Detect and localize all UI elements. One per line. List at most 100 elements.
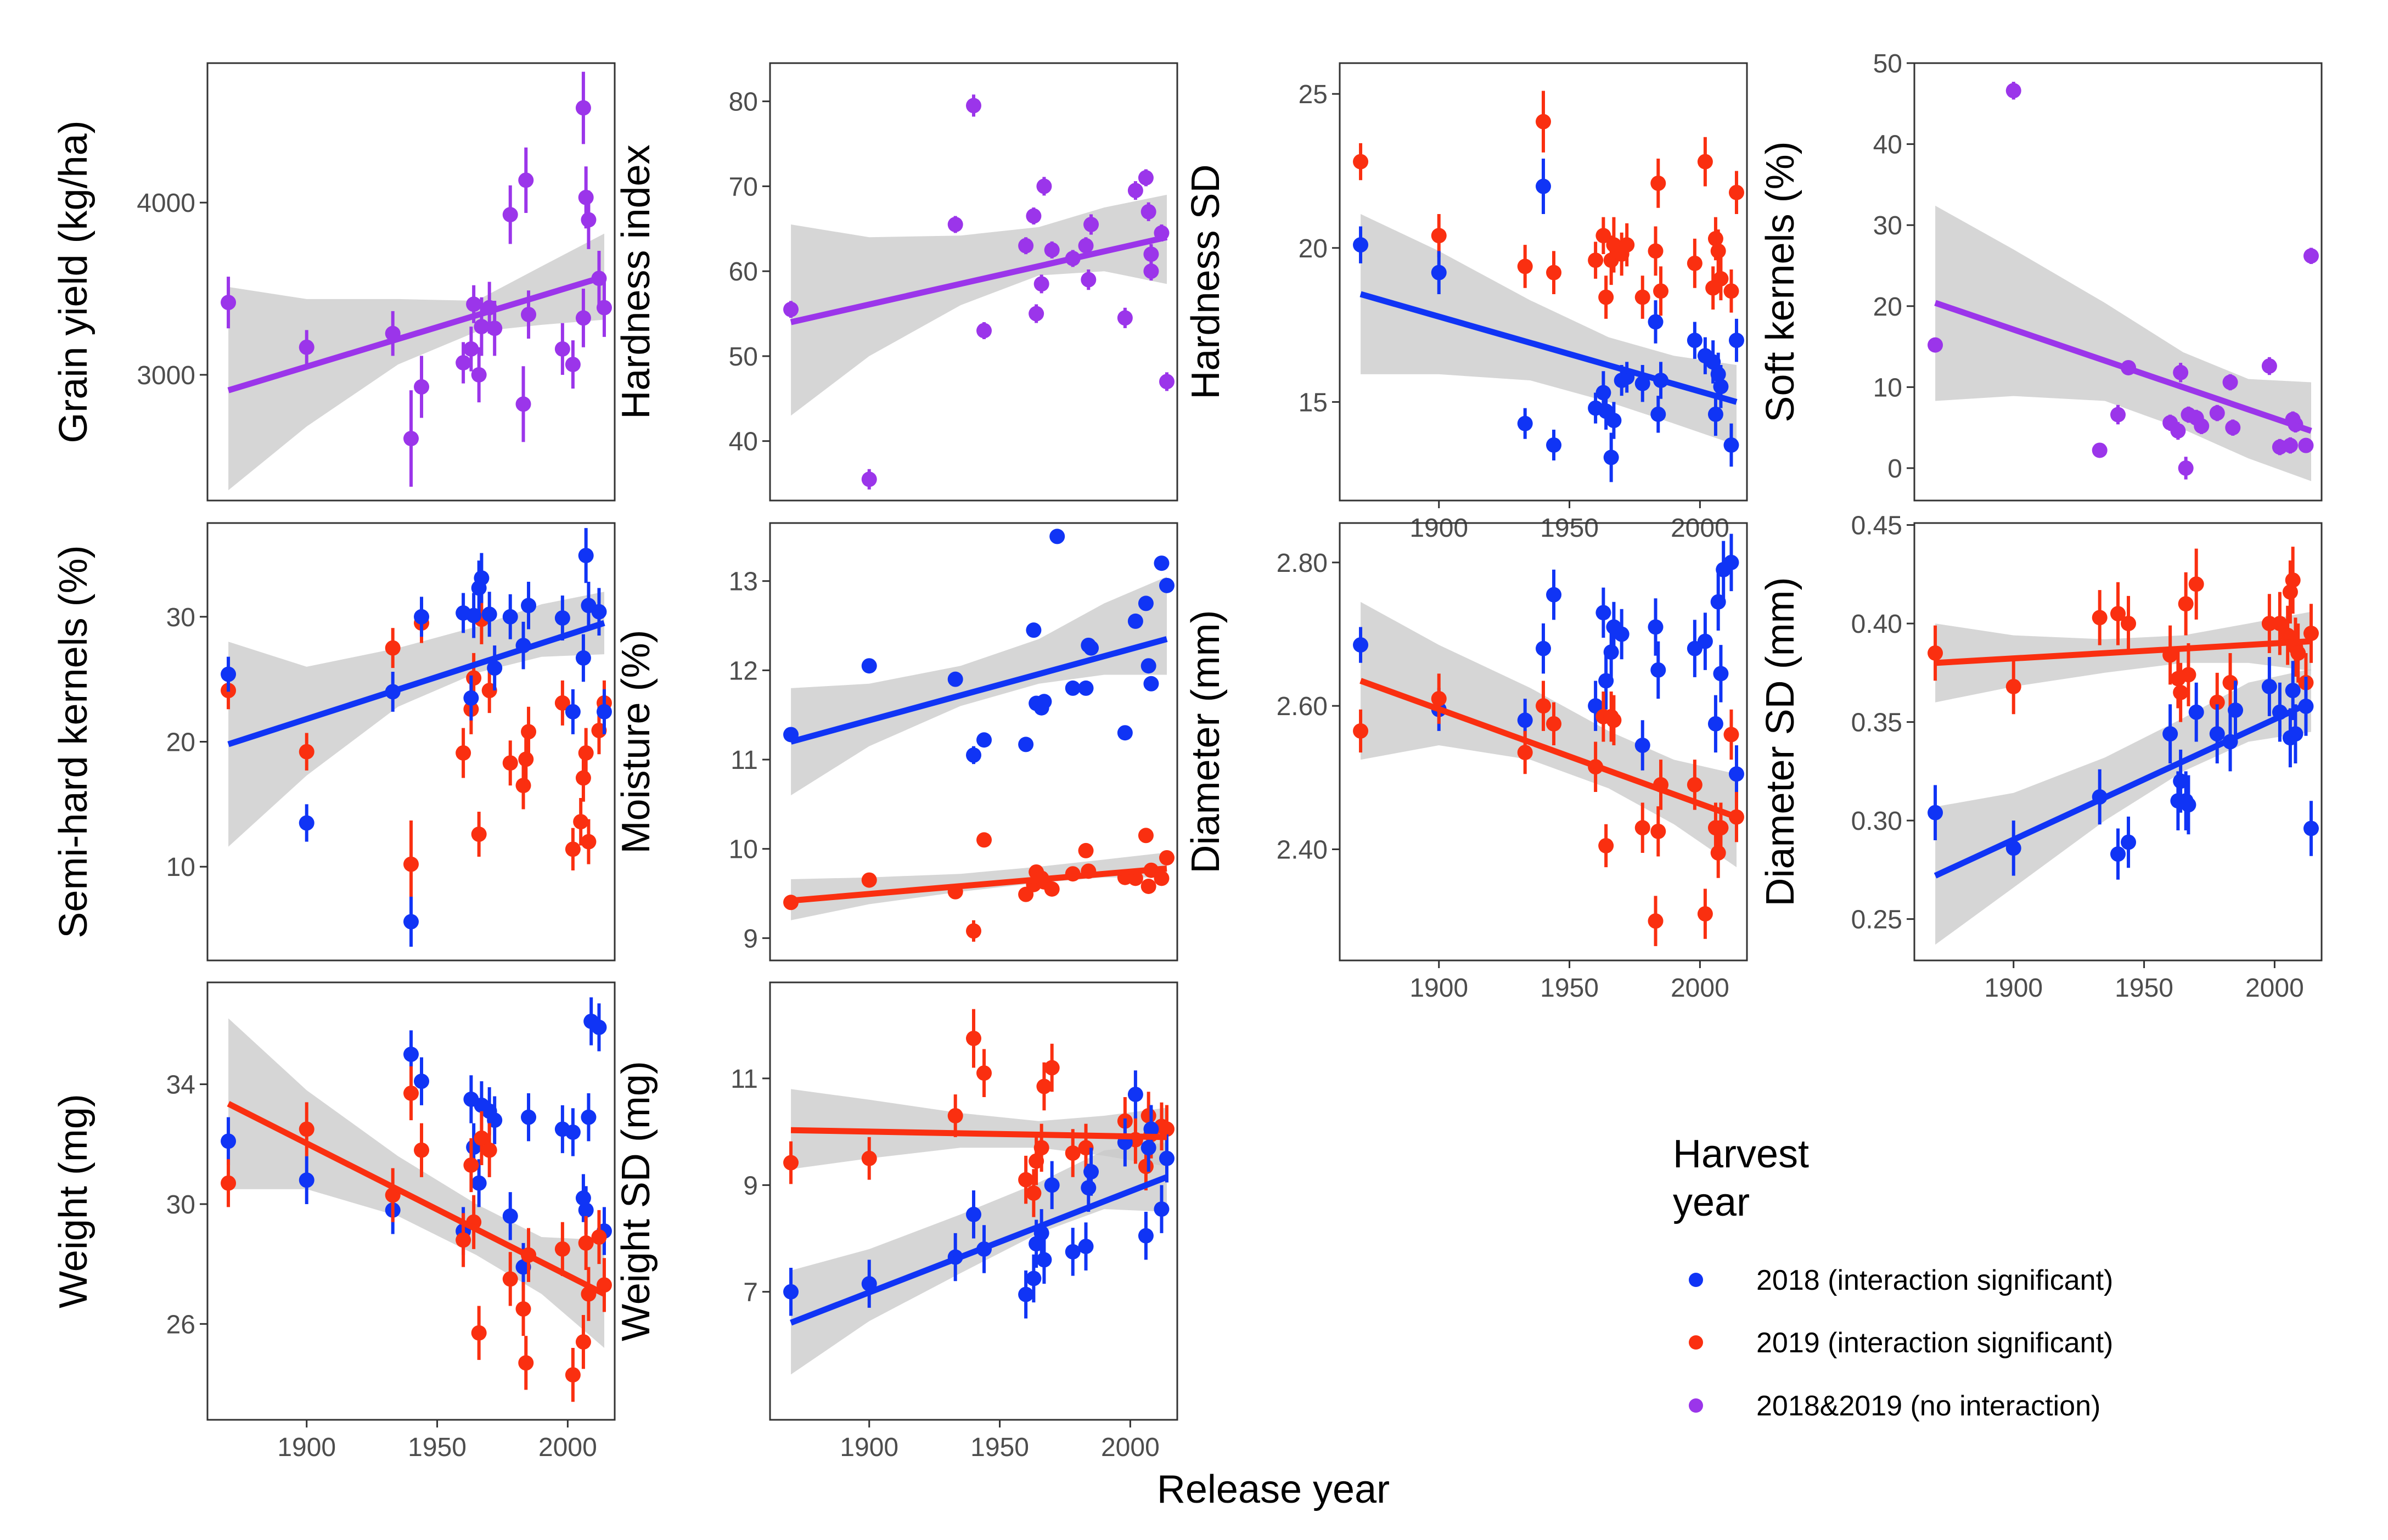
y-axis-title-semi-hard-kernels: Semi-hard kernels (%) [52,545,95,938]
data-point-both-5 [1018,238,1034,254]
x-tick-label: 1900 [1409,974,1468,1003]
data-point-y2018-20 [1723,554,1739,570]
plot-area-moisture [783,529,1175,942]
data-point-both-19 [575,310,591,326]
x-tick-label: 1950 [1540,514,1599,543]
data-point-y2018-19 [1707,406,1723,422]
data-point-both-20 [578,189,594,205]
data-point-y2019-18 [578,1235,594,1251]
data-point-y2019-17 [1697,154,1713,170]
panel-frame [1339,62,1748,502]
data-point-both-23 [596,300,612,316]
data-point-y2018-21 [596,704,612,720]
x-tick-label: 1900 [1409,514,1468,543]
panel-frame [206,981,616,1421]
panel-soft-kernels: 0 10 20 30 40 50 Soft kernels (%) [1758,49,2323,502]
trend-line-y2018 [227,620,605,747]
data-point-y2018-10 [1614,626,1630,642]
data-point-y2018-21 [591,1019,607,1035]
data-point-y2018-0 [221,1133,237,1149]
plot-area-grain-yield [221,71,612,491]
data-point-y2018-12 [1078,680,1094,696]
data-point-y2018-18 [1140,1140,1156,1156]
data-point-both-12 [2209,405,2225,421]
data-point-y2019-5 [1018,1172,1034,1188]
data-point-y2018-3 [1536,178,1551,194]
data-point-y2019-9 [1036,1078,1052,1094]
legend-swatch-2019 [1689,1335,1703,1350]
data-point-y2019-1 [1431,691,1447,707]
plot-area-diameter-sd [1928,547,2319,945]
x-tick-label: 1900 [277,1433,336,1462]
data-point-y2019-16 [1140,1108,1156,1123]
panel-frame [769,981,1178,1421]
y-tick-label: 12 [729,656,758,685]
data-point-y2018-16 [565,1124,581,1140]
data-point-both-19 [1143,246,1159,262]
data-point-y2018-0 [1928,805,1943,820]
data-point-y2019-4 [2121,616,2137,632]
data-point-y2019-18 [1713,820,1729,836]
y-tick-label: 15 [1299,388,1328,417]
data-point-y2018-20 [1154,555,1170,571]
data-point-y2019-3 [403,856,419,872]
y-tick-label: 0.40 [1851,610,1902,639]
data-point-y2019-17 [573,814,589,830]
data-point-both-5 [456,355,471,370]
confidence-band-y2019 [1361,602,1737,868]
y-tick-label: 3000 [137,361,195,390]
data-point-y2019-13 [518,1355,534,1371]
data-point-y2018-18 [1140,658,1156,674]
x-tick-label: 2000 [538,1433,597,1462]
data-point-y2018-12 [502,609,518,625]
data-point-y2018-1 [861,658,877,674]
plot-area-hardness-index [783,94,1175,490]
panel-weight: 26 30 34 1900 1950 2000 Weight (mg) [52,981,616,1462]
data-point-y2018-14 [1083,1164,1099,1180]
data-point-y2019-1 [299,1121,314,1137]
plot-area-diameter [1353,533,1744,946]
data-point-both-1 [2005,83,2021,99]
data-point-both-15 [1117,310,1133,326]
data-point-y2019-5 [456,745,471,761]
trend-line-y2018 [1359,291,1738,405]
confidence-band-y2018 [791,576,1167,796]
data-point-y2019-3 [2110,606,2126,622]
data-point-y2019-1 [299,744,314,760]
data-point-y2018-12 [1078,1239,1094,1255]
y-axis-title-moisture: Moisture (%) [614,630,658,853]
y-tick-label: 25 [1299,80,1328,109]
data-point-y2018-10 [2188,704,2204,720]
legend: Harvest year 2018 (interaction significa… [1673,1132,2113,1422]
data-point-both-22 [1159,374,1175,390]
y-tick-label: 26 [166,1310,195,1339]
data-point-y2018-3 [966,747,981,763]
data-point-y2019-2 [947,1108,963,1123]
data-point-y2019-10 [1634,820,1650,836]
y-tick-label: 10 [166,853,195,882]
y-tick-label: 9 [743,924,758,953]
data-point-y2018-4 [414,609,430,625]
data-point-both-13 [515,396,531,412]
data-point-y2019-21 [2303,626,2319,642]
y-tick-label: 10 [1873,373,1902,402]
y-tick-label: 40 [729,428,758,457]
data-point-both-7 [1029,306,1044,322]
data-point-y2019-3 [966,923,981,939]
data-point-y2019-15 [1697,906,1713,922]
plot-area-weight [221,997,612,1402]
data-point-y2018-1 [1431,265,1447,280]
data-point-y2019-3 [1536,698,1551,714]
y-tick-label: 4000 [137,189,195,218]
data-point-y2018-12 [1648,619,1664,635]
data-point-y2018-3 [403,1047,419,1063]
data-point-y2018-10 [1049,529,1065,544]
y-tick-label: 9 [743,1171,758,1200]
data-point-both-4 [976,323,992,339]
data-point-y2019-9 [1606,712,1622,728]
data-point-y2019-0 [783,1155,799,1171]
data-point-both-4 [414,379,430,395]
data-point-y2019-4 [976,1065,992,1081]
x-tick-label: 2000 [1671,974,1729,1003]
panel-frame [1339,522,1748,962]
